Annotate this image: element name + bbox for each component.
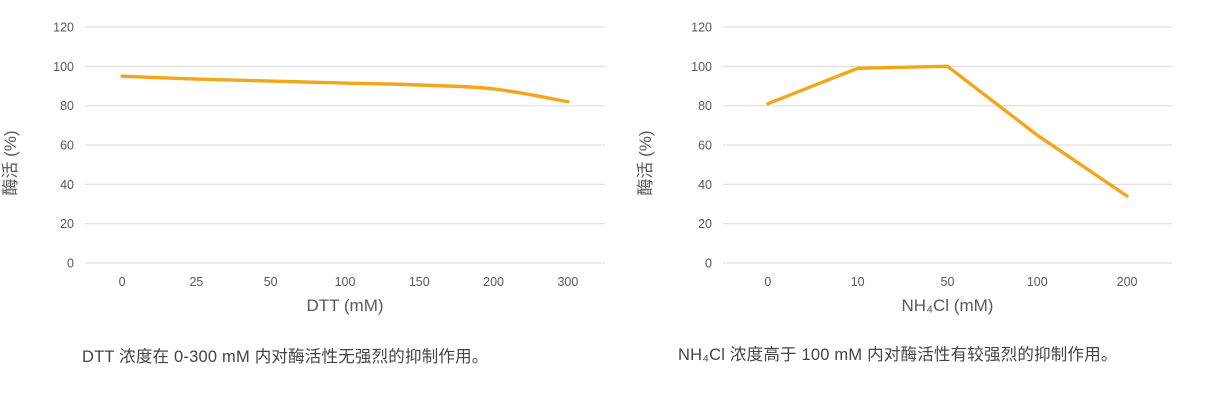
x-tick-label: 100 [1027, 275, 1048, 289]
nh4cl-chart-svg: 0 20 40 60 80 100 120 0 10 50 100 200 酶活 (%) NH₄Cl (m… [636, 21, 1172, 315]
x-tick-label: 50 [941, 275, 955, 289]
y-tick-label: 0 [67, 257, 74, 271]
y-tick-label: 40 [698, 178, 712, 192]
dtt-caption: DTT 浓度在 0-300 mM 内对酶活性无强烈的抑制作用。 [82, 348, 489, 366]
y-tick-label: 100 [691, 60, 712, 74]
y-tick-label: 120 [691, 21, 712, 35]
x-axis-title: NH₄Cl (mM) [902, 296, 994, 315]
x-tick-label: 0 [764, 275, 771, 289]
y-tick-label: 120 [53, 21, 74, 35]
y-tick-label: 0 [705, 257, 712, 271]
dtt-chart-svg: 0 20 40 60 80 100 120 0 25 50 100 150 200 300 酶活 (%) DT… [1, 21, 605, 315]
series-line [120, 74, 570, 104]
y-tick-label: 20 [60, 217, 74, 231]
y-axis-title: 酶活 (%) [636, 130, 655, 195]
x-tick-label: 200 [1117, 275, 1138, 289]
y-axis-title: 酶活 (%) [1, 130, 20, 195]
y-tick-label: 20 [698, 217, 712, 231]
x-tick-label: 0 [119, 275, 126, 289]
nh4cl-caption: NH₄Cl 浓度高于 100 mM 内对酶活性有较强烈的抑制作用。 [678, 346, 1118, 364]
x-tick-label: 150 [409, 275, 430, 289]
x-tick-label: 10 [851, 275, 865, 289]
y-tick-label: 100 [53, 60, 74, 74]
y-tick-label: 60 [60, 139, 74, 153]
y-tick-label: 80 [698, 99, 712, 113]
y-tick-label: 40 [60, 178, 74, 192]
x-tick-label: 50 [264, 275, 278, 289]
x-axis-title: DTT (mM) [306, 296, 383, 315]
x-tick-label: 25 [189, 275, 203, 289]
y-tick-label: 80 [60, 99, 74, 113]
y-tick-label: 60 [698, 139, 712, 153]
x-tick-label: 100 [335, 275, 356, 289]
series-line [766, 64, 1129, 198]
x-tick-label: 200 [483, 275, 504, 289]
x-tick-label: 300 [557, 275, 578, 289]
